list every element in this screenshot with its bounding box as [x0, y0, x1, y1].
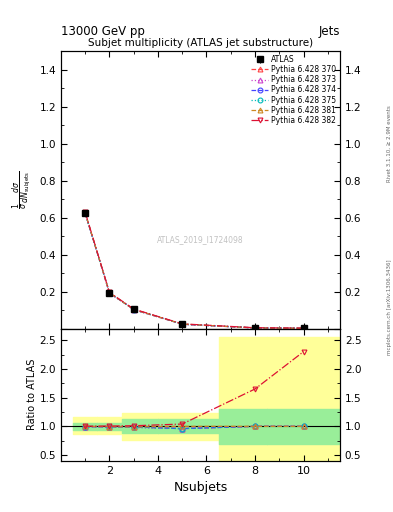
Pythia 6.428 382 — [131, 306, 136, 312]
Pythia 6.428 382 — [253, 325, 257, 331]
Pythia 6.428 382 — [83, 209, 88, 215]
Pythia 6.428 373 — [107, 290, 112, 296]
Pythia 6.428 374 — [253, 325, 257, 331]
Pythia 6.428 382 — [301, 325, 306, 331]
Pythia 6.428 374 — [83, 210, 88, 216]
Y-axis label: Ratio to ATLAS: Ratio to ATLAS — [27, 359, 37, 431]
Pythia 6.428 381 — [180, 321, 185, 327]
Line: Pythia 6.428 370: Pythia 6.428 370 — [83, 210, 306, 331]
Pythia 6.428 374 — [107, 290, 112, 296]
Text: 13000 GeV pp: 13000 GeV pp — [61, 26, 145, 38]
Pythia 6.428 381 — [83, 209, 88, 216]
Pythia 6.428 375 — [107, 290, 112, 296]
Pythia 6.428 373 — [131, 307, 136, 313]
Line: Pythia 6.428 373: Pythia 6.428 373 — [83, 211, 306, 331]
Text: Jets: Jets — [318, 26, 340, 38]
Line: Pythia 6.428 374: Pythia 6.428 374 — [83, 210, 306, 331]
Text: Rivet 3.1.10, ≥ 2.9M events: Rivet 3.1.10, ≥ 2.9M events — [387, 105, 392, 182]
Line: Pythia 6.428 375: Pythia 6.428 375 — [83, 211, 306, 331]
Pythia 6.428 381 — [253, 325, 257, 331]
Pythia 6.428 370 — [253, 325, 257, 331]
Text: mcplots.cern.ch [arXiv:1306.3436]: mcplots.cern.ch [arXiv:1306.3436] — [387, 260, 392, 355]
Pythia 6.428 375 — [131, 307, 136, 313]
Pythia 6.428 374 — [131, 306, 136, 312]
Pythia 6.428 382 — [180, 321, 185, 327]
Pythia 6.428 375 — [253, 325, 257, 331]
Title: Subjet multiplicity (ATLAS jet substructure): Subjet multiplicity (ATLAS jet substruct… — [88, 38, 313, 48]
Pythia 6.428 375 — [180, 321, 185, 327]
Pythia 6.428 375 — [83, 210, 88, 216]
X-axis label: Nsubjets: Nsubjets — [173, 481, 228, 494]
Pythia 6.428 374 — [180, 321, 185, 327]
Pythia 6.428 370 — [301, 325, 306, 331]
Pythia 6.428 370 — [180, 321, 185, 327]
Pythia 6.428 373 — [83, 210, 88, 216]
Pythia 6.428 381 — [107, 290, 112, 296]
Y-axis label: $\frac{1}{\sigma}\frac{d\sigma}{dN_\mathrm{subjets}}$: $\frac{1}{\sigma}\frac{d\sigma}{dN_\math… — [10, 170, 34, 209]
Line: Pythia 6.428 382: Pythia 6.428 382 — [83, 210, 306, 331]
Pythia 6.428 375 — [301, 325, 306, 331]
Pythia 6.428 370 — [107, 290, 112, 296]
Pythia 6.428 381 — [131, 306, 136, 312]
Legend: ATLAS, Pythia 6.428 370, Pythia 6.428 373, Pythia 6.428 374, Pythia 6.428 375, P: ATLAS, Pythia 6.428 370, Pythia 6.428 37… — [249, 53, 338, 127]
Text: ATLAS_2019_I1724098: ATLAS_2019_I1724098 — [157, 236, 244, 244]
Pythia 6.428 370 — [83, 210, 88, 216]
Pythia 6.428 381 — [301, 325, 306, 331]
Pythia 6.428 373 — [180, 321, 185, 327]
Pythia 6.428 382 — [107, 289, 112, 295]
Pythia 6.428 370 — [131, 306, 136, 312]
Pythia 6.428 373 — [301, 325, 306, 331]
Line: Pythia 6.428 381: Pythia 6.428 381 — [83, 210, 306, 331]
Pythia 6.428 374 — [301, 325, 306, 331]
Pythia 6.428 373 — [253, 325, 257, 331]
